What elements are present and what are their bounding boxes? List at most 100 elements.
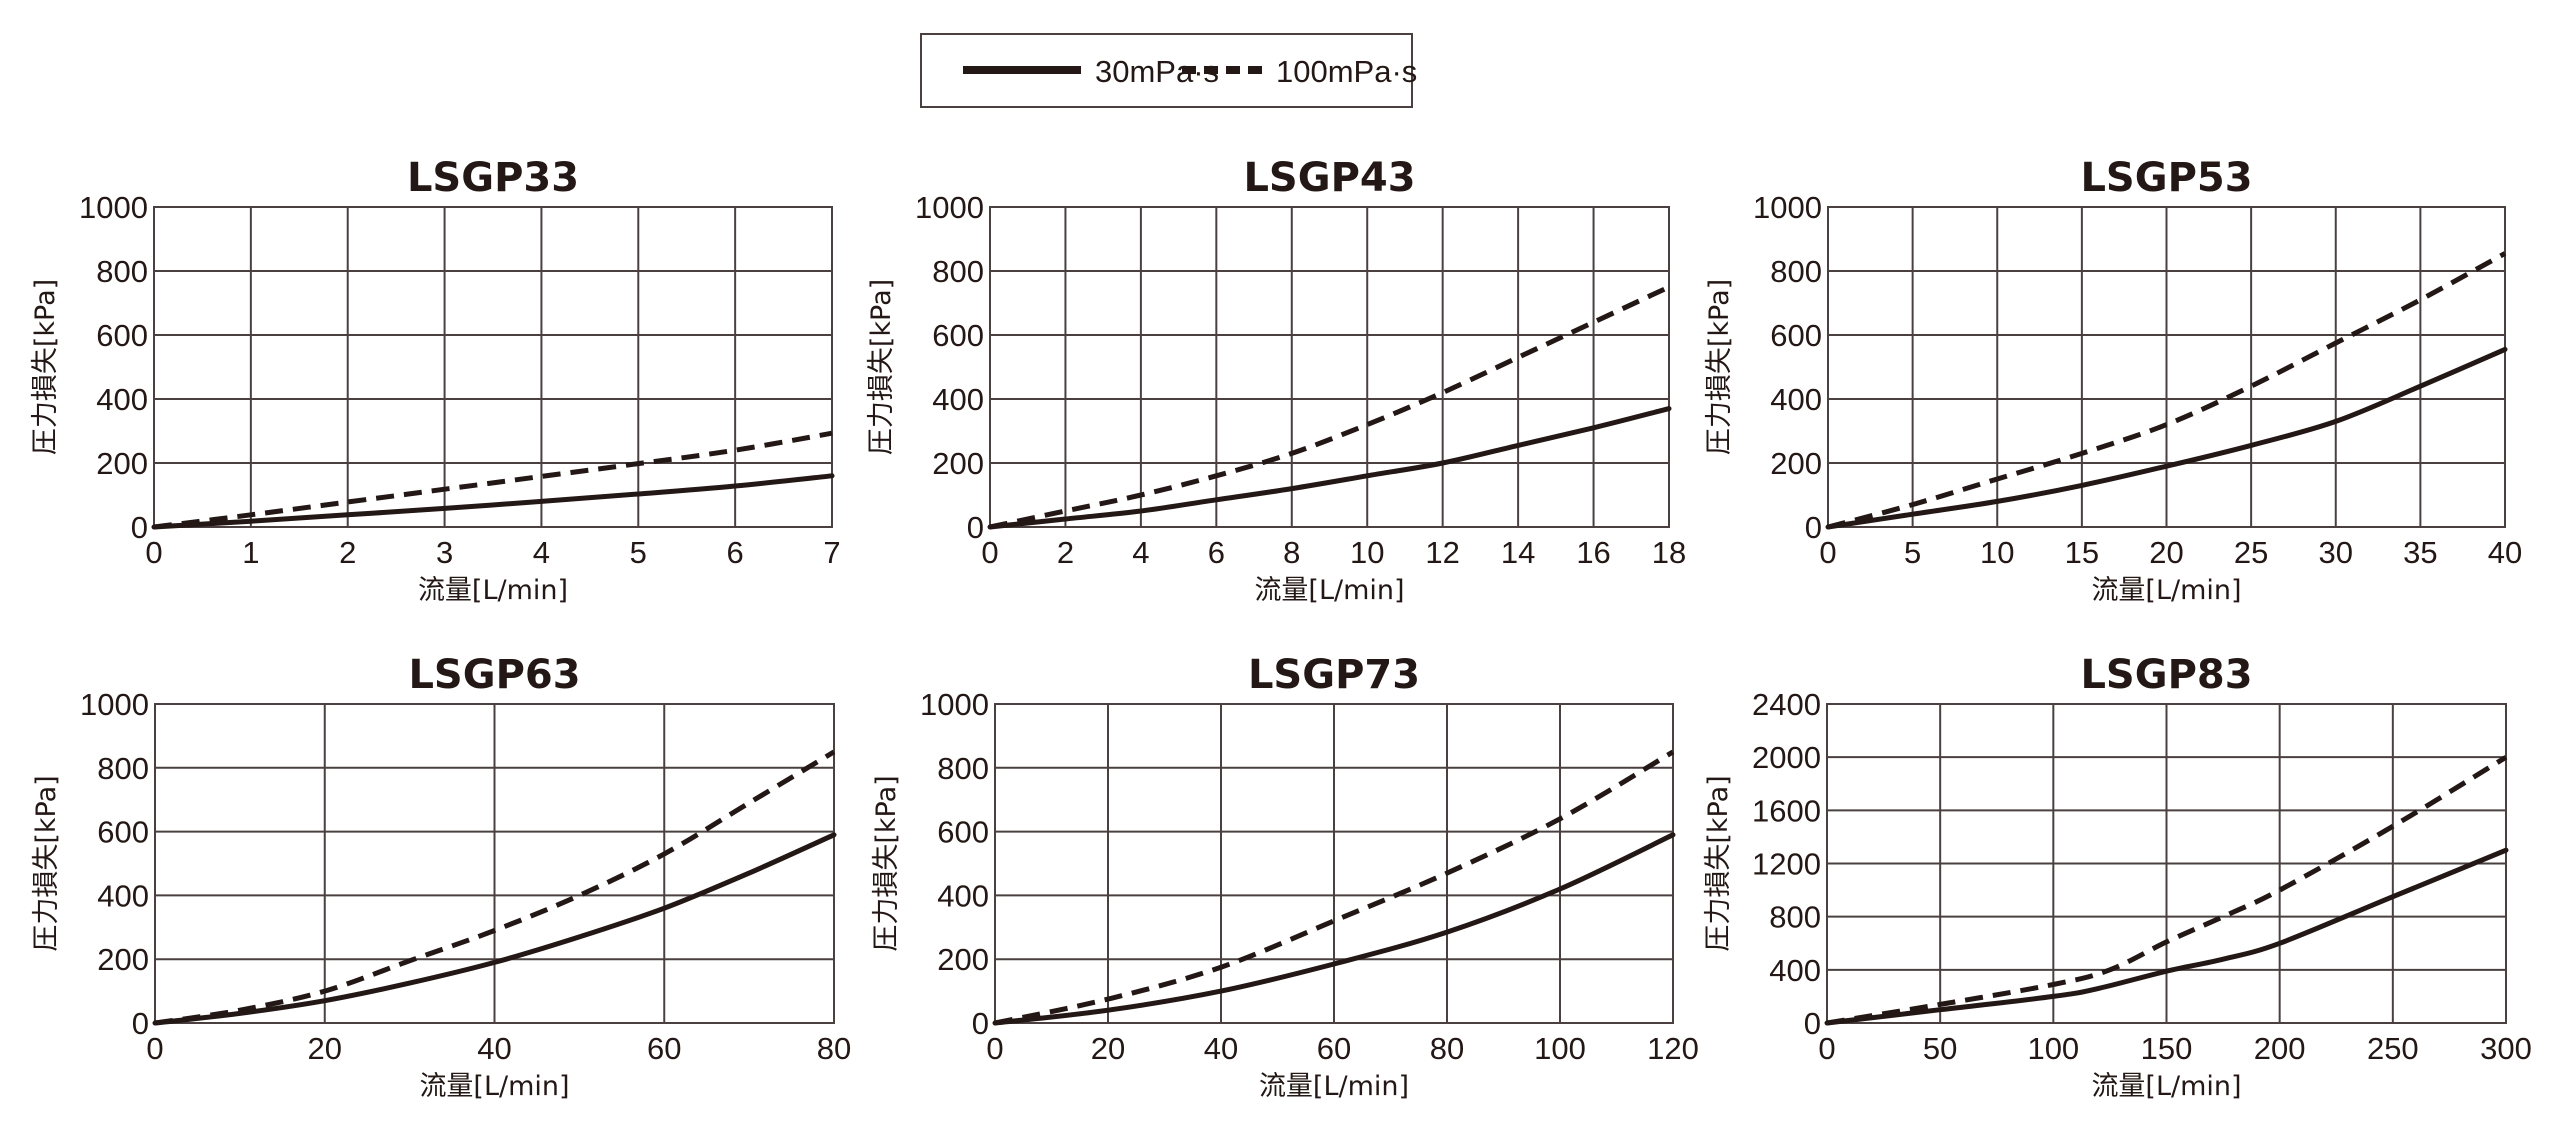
x-tick-label: 40 (1204, 1031, 1238, 1066)
x-tick-label: 100 (1534, 1031, 1586, 1066)
x-tick-label: 300 (2480, 1031, 2532, 1066)
x-tick-label: 35 (2403, 535, 2437, 570)
y-tick-label: 0 (132, 1006, 149, 1041)
plot-frame (153, 206, 833, 528)
x-tick-label: 14 (1501, 535, 1535, 570)
x-tick-label: 20 (1091, 1031, 1125, 1066)
chart-lsgp73: LSGP73 0 20 40 60 80 100 120 0 200 400 600 800 1000 流量… (871, 652, 1699, 1102)
chart-title: LSGP43 (1243, 155, 1415, 201)
y-tick-label: 200 (96, 446, 148, 481)
y-tick-label: 200 (1770, 446, 1822, 481)
x-tick-label: 0 (1818, 1031, 1835, 1066)
y-tick-label: 0 (131, 510, 148, 545)
x-tick-label: 16 (1576, 535, 1610, 570)
y-axis-label: 圧力損失[kPa] (31, 775, 62, 951)
x-tick-label: 80 (817, 1031, 851, 1066)
x-axis-label: 流量[L/min] (2091, 1071, 2241, 1102)
x-tick-label: 120 (1647, 1031, 1699, 1066)
x-tick-label: 5 (1904, 535, 1921, 570)
chart-lsgp43: LSGP43 0 2 4 6 8 10 12 14 16 18 0 200 400 600 800 1000 流量… (866, 155, 1686, 606)
y-tick-label: 1000 (915, 190, 984, 225)
x-tick-label: 0 (145, 535, 162, 570)
chart-title: LSGP53 (2080, 155, 2252, 201)
plot-frame (1827, 206, 2506, 528)
x-tick-label: 3 (436, 535, 453, 570)
x-tick-label: 60 (1317, 1031, 1351, 1066)
x-tick-label: 0 (1819, 535, 1836, 570)
y-tick-label: 200 (932, 446, 984, 481)
y-tick-label: 1000 (79, 190, 148, 225)
y-tick-label: 0 (1804, 1006, 1821, 1041)
x-tick-label: 15 (2065, 535, 2099, 570)
y-tick-label: 200 (97, 942, 149, 977)
y-tick-label: 0 (972, 1006, 989, 1041)
y-tick-label: 800 (1769, 900, 1821, 935)
series-line-30mpas (992, 832, 1676, 1026)
plot-frame (994, 703, 1674, 1024)
series-line-100mpas (989, 284, 1671, 530)
y-tick-label: 2000 (1752, 740, 1821, 775)
y-tick-label: 1000 (1753, 190, 1822, 225)
x-tick-label: 18 (1652, 535, 1686, 570)
y-tick-label: 800 (1770, 254, 1822, 289)
series-line-30mpas (987, 406, 1672, 530)
y-tick-label: 1600 (1752, 793, 1821, 828)
y-tick-label: 800 (937, 751, 989, 786)
y-tick-label: 400 (932, 382, 984, 417)
plot-frame (989, 206, 1670, 528)
x-tick-label: 60 (647, 1031, 681, 1066)
series-line-100mpas (153, 430, 833, 530)
x-axis-label: 流量[L/min] (418, 575, 568, 606)
x-tick-label: 200 (2254, 1031, 2306, 1066)
y-tick-label: 400 (96, 382, 148, 417)
series-line-30mpas (151, 473, 835, 530)
chart-title: LSGP73 (1248, 652, 1420, 698)
x-tick-label: 5 (630, 535, 647, 570)
x-tick-label: 4 (533, 535, 550, 570)
x-tick-label: 80 (1430, 1031, 1464, 1066)
y-tick-label: 400 (1770, 382, 1822, 417)
x-tick-label: 40 (2488, 535, 2522, 570)
x-axis-label: 流量[L/min] (1254, 575, 1404, 606)
x-tick-label: 4 (1132, 535, 1149, 570)
x-axis-label: 流量[L/min] (419, 1071, 569, 1102)
y-tick-label: 200 (937, 942, 989, 977)
legend: 30mPa·s 100mPa·s (920, 33, 1417, 108)
x-tick-label: 1 (242, 535, 259, 570)
y-tick-label: 1200 (1752, 847, 1821, 882)
series-line-100mpas (994, 749, 1675, 1026)
x-tick-label: 10 (1980, 535, 2014, 570)
y-tick-label: 600 (937, 815, 989, 850)
y-axis-label: 圧力損失[kPa] (866, 279, 897, 455)
chart-title: LSGP83 (2080, 652, 2252, 698)
y-tick-label: 0 (967, 510, 984, 545)
y-axis-label: 圧力損失[kPa] (1703, 775, 1734, 951)
y-tick-label: 1000 (80, 687, 149, 722)
x-tick-label: 50 (1923, 1031, 1957, 1066)
x-tick-label: 0 (146, 1031, 163, 1066)
y-tick-label: 1000 (920, 687, 989, 722)
series-line-100mpas (1826, 755, 2508, 1026)
chart-title: LSGP33 (407, 155, 579, 201)
y-tick-label: 600 (1770, 318, 1822, 353)
y-tick-label: 2400 (1752, 687, 1821, 722)
series-line-30mpas (152, 832, 837, 1026)
y-tick-label: 400 (97, 878, 149, 913)
plot-frame (154, 703, 835, 1024)
x-tick-label: 30 (2319, 535, 2353, 570)
x-tick-label: 0 (981, 535, 998, 570)
x-tick-label: 0 (986, 1031, 1003, 1066)
y-tick-label: 400 (937, 878, 989, 913)
x-tick-label: 40 (477, 1031, 511, 1066)
y-tick-label: 400 (1769, 953, 1821, 988)
y-tick-label: 800 (932, 254, 984, 289)
legend-label-solid: 30mPa·s (1095, 54, 1219, 89)
x-tick-label: 2 (1057, 535, 1074, 570)
x-tick-label: 10 (1350, 535, 1384, 570)
x-tick-label: 6 (727, 535, 744, 570)
y-tick-label: 600 (96, 318, 148, 353)
x-axis-label: 流量[L/min] (2091, 575, 2241, 606)
series-line-100mpas (1827, 251, 2507, 530)
